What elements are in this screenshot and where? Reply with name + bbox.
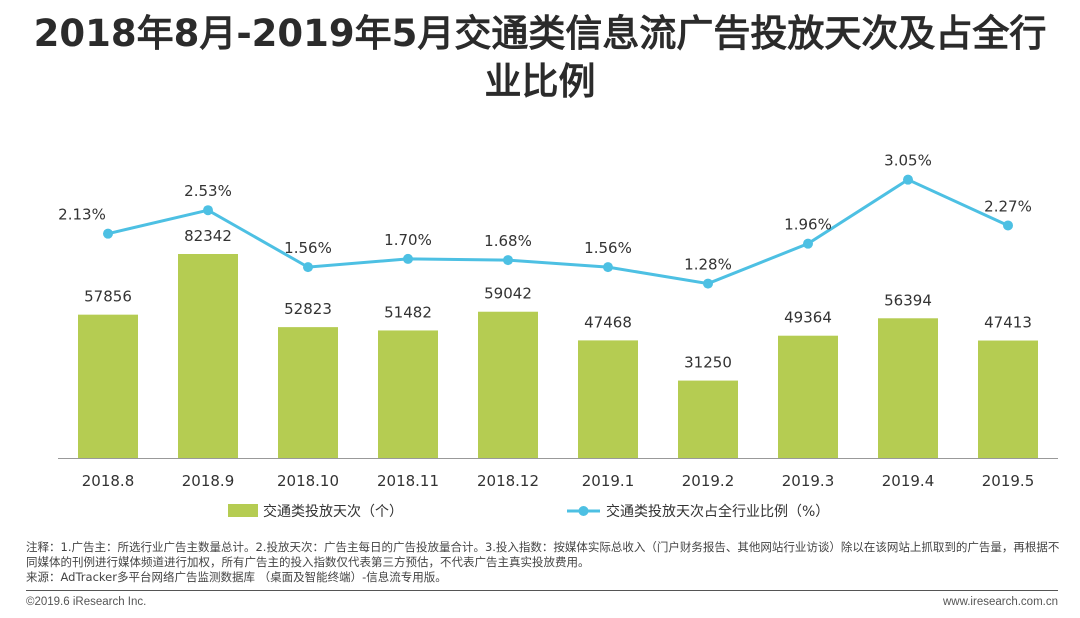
bar-value-label: 82342 <box>184 227 232 245</box>
ratio-value-label: 2.27% <box>984 197 1032 215</box>
bar-2019.1 <box>578 340 638 458</box>
x-tick-label: 2019.2 <box>682 472 735 490</box>
ratio-value-label: 1.68% <box>484 232 532 250</box>
bar-value-label: 59042 <box>484 285 532 303</box>
chart-title-line1: 2018年8月-2019年5月交通类信息流广告投放天次及占全行 <box>33 12 1047 55</box>
x-tick-label: 2018.9 <box>182 472 235 490</box>
x-tick-label: 2019.5 <box>982 472 1035 490</box>
legend-line-marker <box>578 506 589 516</box>
x-tick-label: 2019.4 <box>882 472 935 490</box>
combo-chart: 57856 82342 52823 51482 59042 47468 31250 49364… <box>58 152 1058 520</box>
ratio-point-2019.1 <box>603 262 613 273</box>
ratio-value-label: 1.28% <box>684 256 732 274</box>
notes-source: 来源：AdTracker多平台网络广告监测数据库 （桌面及智能终端）-信息流专用… <box>26 570 447 584</box>
legend-bar-label: 交通类投放天次（个） <box>263 503 403 520</box>
bar-2019.2 <box>678 380 738 458</box>
bar-value-label: 47413 <box>984 314 1032 332</box>
bar-2019.3 <box>778 335 838 458</box>
copyright-text: ©2019.6 iResearch Inc. <box>26 596 147 608</box>
bar-2018.9 <box>178 254 238 458</box>
ratio-value-label: 1.56% <box>584 239 632 257</box>
ratio-point-2019.2 <box>703 278 713 289</box>
notes-annotation: 注释：1.广告主：所选行业广告主数量总计。2.投放天次：广告主每日的广告投放量合… <box>26 540 1060 569</box>
bar-value-label: 51482 <box>384 303 432 321</box>
ratio-point-2018.10 <box>303 262 313 273</box>
bar-value-label: 49364 <box>784 309 832 327</box>
bar-value-label: 52823 <box>284 300 332 318</box>
x-tick-label: 2019.3 <box>782 472 835 490</box>
bar-2018.8 <box>78 314 138 458</box>
bar-value-label: 56394 <box>884 291 932 309</box>
bar-value-label: 57856 <box>84 288 132 306</box>
x-tick-label: 2018.11 <box>377 472 439 490</box>
chart-notes: 注释：1.广告主：所选行业广告主数量总计。2.投放天次：广告主每日的广告投放量合… <box>26 540 1061 585</box>
ratio-value-label: 2.53% <box>184 182 232 200</box>
bar-value-label: 47468 <box>584 313 632 331</box>
bar-2018.12 <box>478 311 538 458</box>
x-tick-label: 2018.10 <box>277 472 339 490</box>
chart-title-line2: 业比例 <box>484 60 596 103</box>
ratio-point-2018.8 <box>103 228 113 239</box>
bar-2018.10 <box>278 327 338 458</box>
ratio-value-label: 1.70% <box>384 231 432 249</box>
ratio-value-label: 2.13% <box>58 206 106 224</box>
x-tick-label: 2018.8 <box>82 472 135 490</box>
legend-bar-swatch <box>228 504 258 517</box>
ratio-point-2019.5 <box>1003 220 1013 231</box>
ratio-point-2018.9 <box>203 205 213 216</box>
ratio-value-label: 1.96% <box>784 216 832 234</box>
x-tick-label: 2019.1 <box>582 472 635 490</box>
ratio-value-label: 1.56% <box>284 239 332 257</box>
legend-line-label: 交通类投放天次占全行业比例（%） <box>606 503 829 520</box>
ratio-point-2019.3 <box>803 238 813 249</box>
website-text: www.iresearch.com.cn <box>942 596 1058 608</box>
bar-2019.4 <box>878 318 938 458</box>
ratio-value-label: 3.05% <box>884 152 932 170</box>
ratio-point-2018.11 <box>403 253 413 264</box>
bar-2019.5 <box>978 340 1038 458</box>
footer-divider <box>26 590 1058 591</box>
ratio-point-2018.12 <box>503 255 513 266</box>
bar-2018.11 <box>378 330 438 458</box>
ratio-line <box>107 177 1009 286</box>
ratio-point-2019.4 <box>903 174 913 185</box>
chart-title: 2018年8月-2019年5月交通类信息流广告投放天次及占全行 业比例 <box>0 10 1080 106</box>
bar-value-label: 31250 <box>684 354 732 372</box>
x-tick-label: 2018.12 <box>477 472 539 490</box>
